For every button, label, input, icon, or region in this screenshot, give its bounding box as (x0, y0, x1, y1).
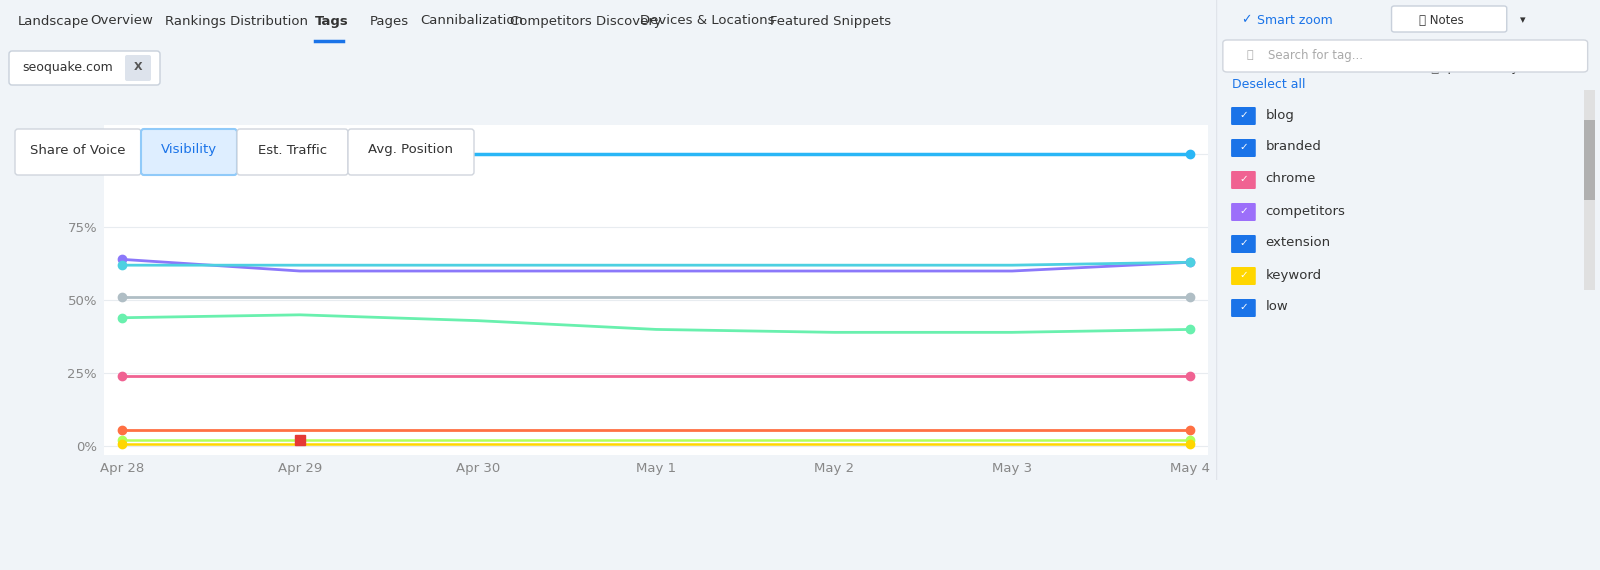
Text: chrome: chrome (1266, 173, 1315, 185)
FancyBboxPatch shape (1230, 203, 1256, 221)
Text: Overview: Overview (90, 14, 154, 27)
Bar (1584, 120, 1595, 200)
FancyBboxPatch shape (237, 129, 349, 175)
Text: Deselect all: Deselect all (1232, 79, 1306, 92)
Text: ✓: ✓ (1240, 14, 1251, 26)
Text: low: low (1266, 300, 1288, 314)
Text: seoquake.com: seoquake.com (22, 60, 112, 74)
FancyBboxPatch shape (349, 129, 474, 175)
FancyBboxPatch shape (1230, 235, 1256, 253)
Text: ✓: ✓ (1238, 302, 1248, 312)
Text: Visibility: Visibility (162, 144, 218, 157)
Text: keyword: keyword (1266, 268, 1322, 282)
Text: Rankings Distribution: Rankings Distribution (165, 14, 307, 27)
Text: blog: blog (1266, 108, 1294, 121)
Text: Pages: Pages (370, 14, 410, 27)
Text: Apr 28 - May 4, 2022: Apr 28 - May 4, 2022 (1438, 60, 1570, 74)
FancyBboxPatch shape (1230, 299, 1256, 317)
FancyBboxPatch shape (1230, 171, 1256, 189)
Text: Est. Traffic: Est. Traffic (258, 144, 326, 157)
Text: ✓: ✓ (1238, 206, 1248, 216)
FancyBboxPatch shape (1222, 40, 1587, 72)
Text: branded: branded (1266, 140, 1322, 153)
Text: ✓: ✓ (1238, 110, 1248, 120)
Text: 🗓: 🗓 (1430, 60, 1438, 74)
Text: 🔍: 🔍 (1246, 50, 1253, 60)
Text: Smart zoom: Smart zoom (1258, 14, 1333, 26)
Text: X: X (134, 62, 142, 72)
Text: extension: extension (1266, 237, 1331, 250)
Text: Tags: Tags (315, 14, 349, 27)
FancyBboxPatch shape (10, 51, 160, 85)
FancyBboxPatch shape (1392, 6, 1507, 32)
Text: ✓: ✓ (1238, 142, 1248, 152)
Text: Cannibalization: Cannibalization (419, 14, 523, 27)
FancyBboxPatch shape (1230, 107, 1256, 125)
Text: Landscape: Landscape (18, 14, 90, 27)
Bar (1584, 90, 1595, 290)
Text: ✓: ✓ (1238, 238, 1248, 248)
FancyBboxPatch shape (14, 129, 141, 175)
Text: Search for tag...: Search for tag... (1269, 48, 1363, 62)
Text: Competitors Discovery: Competitors Discovery (510, 14, 662, 27)
Text: ▾: ▾ (1520, 15, 1526, 25)
Text: competitors: competitors (1266, 205, 1346, 218)
Text: Featured Snippets: Featured Snippets (770, 14, 891, 27)
FancyBboxPatch shape (141, 129, 237, 175)
FancyBboxPatch shape (1230, 267, 1256, 285)
Text: 📋 Notes: 📋 Notes (1419, 14, 1464, 26)
Text: Avg. Position: Avg. Position (368, 144, 453, 157)
Text: ✓: ✓ (1238, 174, 1248, 184)
Text: Devices & Locations: Devices & Locations (640, 14, 774, 27)
FancyBboxPatch shape (1230, 139, 1256, 157)
Text: Share of Voice: Share of Voice (30, 144, 126, 157)
FancyBboxPatch shape (125, 55, 150, 81)
Text: ✓: ✓ (1238, 270, 1248, 280)
